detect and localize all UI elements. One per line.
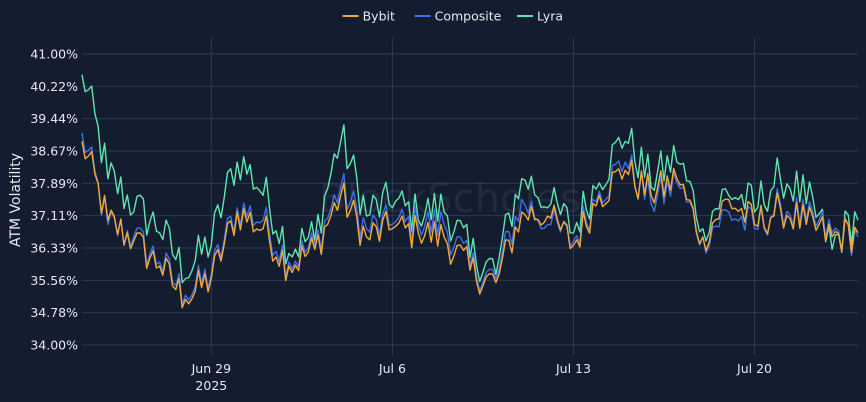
x-tick-sublabel: 2025 xyxy=(195,378,227,393)
x-tick-label: Jul 6 xyxy=(378,361,406,376)
y-tick-label: 36.33% xyxy=(30,241,78,256)
x-tick-label: Jul 13 xyxy=(555,361,591,376)
y-axis-label: ATM Volatility xyxy=(8,153,24,247)
y-tick-label: 34.78% xyxy=(30,305,78,320)
y-tick-label: 40.22% xyxy=(30,79,78,94)
x-tick-label: Jul 20 xyxy=(736,361,772,376)
legend-label-lyra[interactable]: Lyra xyxy=(537,9,563,24)
series-line-lyra xyxy=(81,74,859,284)
legend-label-bybit[interactable]: Bybit xyxy=(363,9,395,24)
legend-label-composite[interactable]: Composite xyxy=(435,9,502,24)
series-line-bybit xyxy=(81,141,859,309)
legend: Bybit Composite Lyra xyxy=(342,9,563,24)
series-lines xyxy=(81,74,859,309)
y-tick-label: 39.44% xyxy=(30,111,78,126)
y-tick-label: 34.00% xyxy=(30,338,78,353)
y-tick-label: 41.00% xyxy=(30,47,78,62)
y-tick-label: 37.89% xyxy=(30,176,78,191)
y-tick-label: 38.67% xyxy=(30,144,78,159)
x-tick-label: Jun 29 xyxy=(191,361,231,376)
y-tick-label: 35.56% xyxy=(30,273,78,288)
y-axis-ticks: 34.00% 34.78% 35.56% 36.33% 37.11% 37.89% 38.6… xyxy=(30,47,78,353)
x-axis-ticks: Jun 29 2025 Jul 6 Jul 13 Jul 20 xyxy=(191,361,772,393)
y-tick-label: 37.11% xyxy=(30,208,78,223)
